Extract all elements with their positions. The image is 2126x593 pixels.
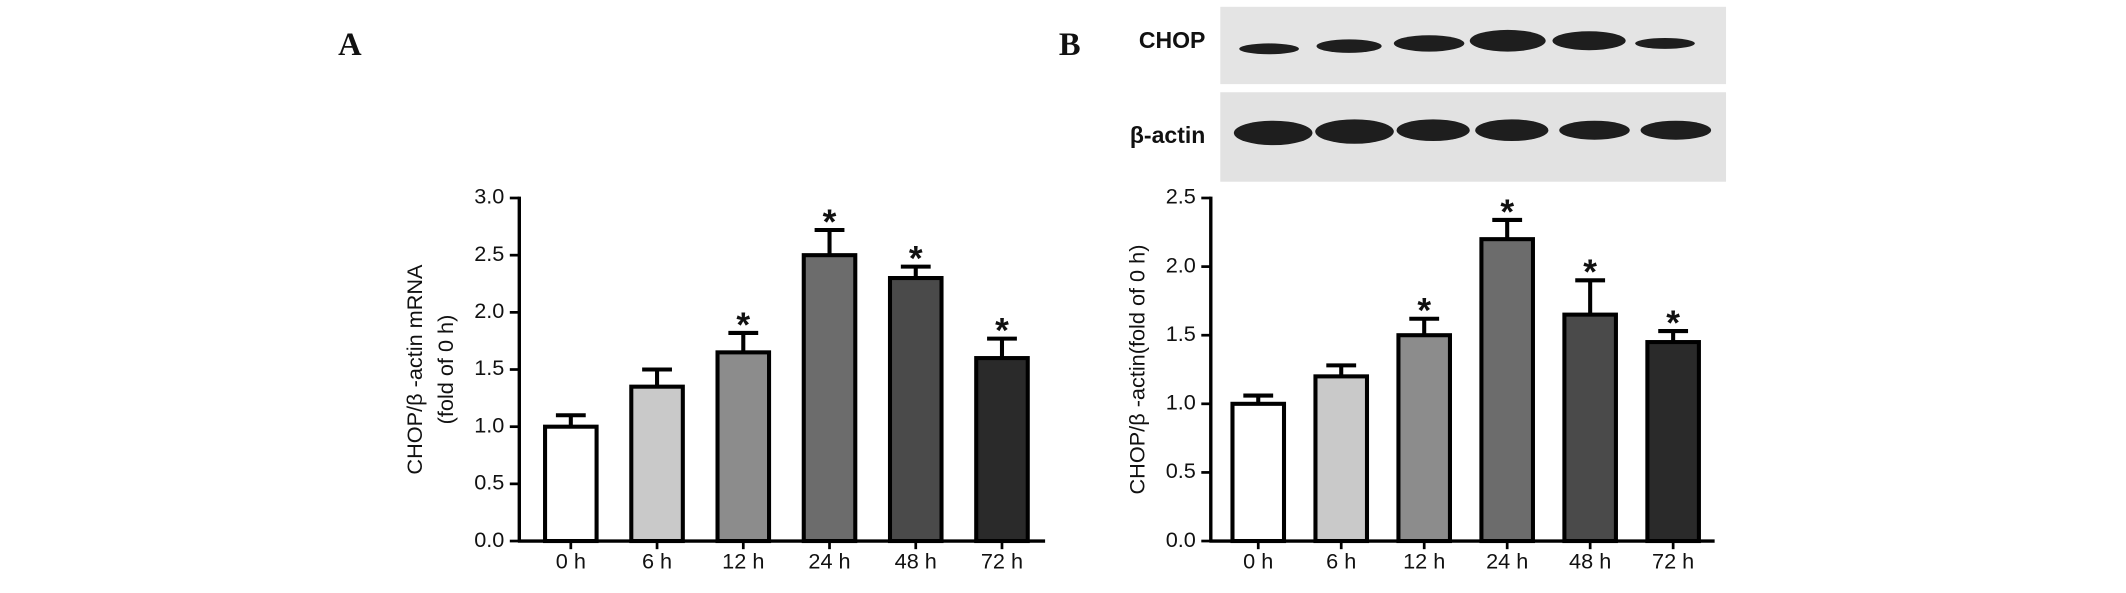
bar [974, 356, 1030, 544]
western-blot [1220, 6, 1727, 182]
y-tick-label: 0.5 [1166, 458, 1196, 483]
y-tick-label: 2.0 [474, 298, 504, 323]
blot-label: β-actin [1130, 122, 1205, 148]
bar [1479, 237, 1535, 544]
x-tick-label: 48 h [1569, 548, 1611, 573]
y-tick-label: 0.0 [474, 527, 504, 552]
y-tick-label: 0.0 [1166, 527, 1196, 552]
y-axis-label: CHOP/β -actin mRNA [402, 264, 427, 475]
significance-mark: * [736, 306, 750, 345]
y-axis-label: (fold of 0 h) [433, 315, 458, 425]
x-tick-label: 0 h [556, 548, 586, 573]
y-tick-label: 1.0 [1166, 390, 1196, 415]
significance-mark: * [1666, 304, 1680, 343]
significance-mark: * [995, 312, 1009, 351]
bar [1230, 401, 1287, 544]
bar [715, 350, 772, 544]
bar [801, 253, 858, 544]
y-tick-label: 0.5 [474, 470, 504, 495]
significance-mark: * [1583, 253, 1597, 292]
x-tick-label: 12 h [722, 548, 764, 573]
y-tick-label: 2.0 [1166, 252, 1196, 277]
x-tick-label: 48 h [895, 548, 937, 573]
bar [887, 276, 944, 544]
y-tick-label: 2.5 [1166, 184, 1196, 209]
x-tick-label: 6 h [642, 548, 672, 573]
x-tick-label: 72 h [981, 548, 1023, 573]
bar [543, 424, 599, 544]
y-tick-label: 1.5 [474, 355, 504, 380]
x-tick-label: 6 h [1326, 548, 1356, 573]
x-tick-label: 72 h [1652, 548, 1694, 573]
bar [1313, 374, 1370, 544]
panel-label: B [1059, 27, 1081, 63]
y-tick-label: 1.0 [474, 412, 504, 437]
x-tick-label: 24 h [808, 548, 850, 573]
bands [1233, 29, 1712, 146]
significance-mark: * [909, 239, 923, 278]
y-tick-label: 1.5 [1166, 321, 1196, 346]
bar [1396, 333, 1452, 544]
bar [629, 384, 685, 544]
bar [1645, 340, 1701, 544]
significance-mark: * [1500, 193, 1514, 232]
x-tick-label: 12 h [1403, 548, 1445, 573]
bar [1562, 312, 1618, 544]
y-tick-label: 3.0 [474, 184, 504, 209]
y-axis-label: CHOP/β -actin(fold of 0 h) [1125, 245, 1150, 495]
significance-mark: * [1417, 292, 1431, 331]
significance-mark: * [823, 203, 837, 242]
panel-label: A [338, 27, 362, 63]
blot-label: CHOP [1139, 27, 1206, 53]
y-tick-label: 2.5 [474, 241, 504, 266]
x-tick-label: 0 h [1243, 548, 1273, 573]
x-tick-label: 24 h [1486, 548, 1528, 573]
